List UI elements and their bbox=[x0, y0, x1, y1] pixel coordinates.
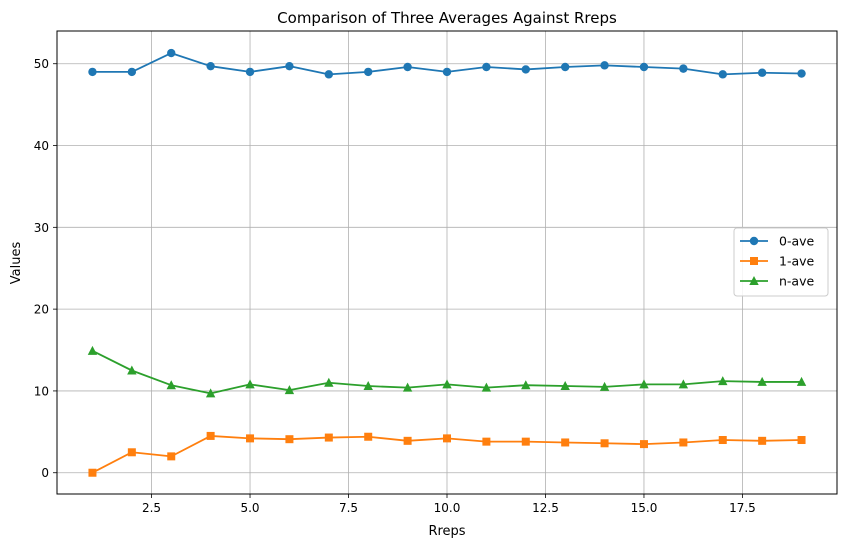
ticks: 2.5 5.0 7.5 10.0 12.5 15.0 17.5 0 10 20 30 40 50 bbox=[34, 57, 756, 515]
data-point-1-ave bbox=[679, 438, 688, 447]
y-tick-label: 40 bbox=[34, 139, 49, 153]
data-point-0-ave bbox=[245, 67, 255, 77]
legend-marker-1-ave bbox=[750, 257, 758, 265]
data-point-0-ave bbox=[324, 70, 334, 79]
data-point-1-ave bbox=[797, 436, 806, 445]
data-point-n-ave bbox=[560, 381, 570, 391]
data-point-1-ave bbox=[88, 468, 97, 477]
data-point-n-ave bbox=[718, 376, 728, 386]
data-point-1-ave bbox=[639, 440, 648, 449]
legend-marker-n-ave bbox=[749, 276, 759, 285]
data-point-n-ave bbox=[363, 381, 373, 391]
data-point-n-ave bbox=[127, 365, 137, 375]
legend-label-n-ave: n-ave bbox=[779, 274, 814, 289]
data-point-n-ave bbox=[245, 379, 255, 389]
data-point-n-ave bbox=[796, 376, 807, 386]
x-tick-label: 7.5 bbox=[339, 501, 358, 515]
data-point-n-ave bbox=[639, 379, 649, 389]
data-point-0-ave bbox=[718, 70, 727, 79]
data-point-n-ave bbox=[402, 382, 413, 392]
data-point-0-ave bbox=[403, 62, 412, 72]
data-point-0-ave bbox=[206, 61, 215, 71]
x-tick-label: 5.0 bbox=[240, 501, 259, 515]
data-point-1-ave bbox=[127, 448, 136, 457]
data-point-1-ave bbox=[285, 435, 294, 444]
y-tick-label: 50 bbox=[34, 57, 49, 71]
data-point-0-ave bbox=[167, 48, 176, 58]
data-point-1-ave bbox=[364, 432, 373, 441]
series-layer bbox=[87, 48, 807, 477]
data-point-n-ave bbox=[442, 379, 452, 389]
y-axis-label: Values bbox=[9, 242, 24, 285]
y-tick-label: 20 bbox=[34, 303, 49, 317]
y-tick-label: 0 bbox=[41, 466, 49, 480]
x-tick-label: 10.0 bbox=[434, 501, 461, 515]
data-point-1-ave bbox=[403, 436, 412, 445]
data-point-n-ave bbox=[599, 381, 610, 391]
data-point-0-ave bbox=[364, 67, 373, 77]
x-axis-label: Rreps bbox=[428, 524, 465, 539]
data-point-1-ave bbox=[246, 434, 255, 443]
data-point-1-ave bbox=[521, 437, 530, 446]
data-point-n-ave bbox=[284, 385, 295, 395]
x-tick-label: 2.5 bbox=[142, 501, 161, 515]
data-point-1-ave bbox=[561, 438, 570, 447]
data-point-0-ave bbox=[639, 62, 649, 72]
data-point-0-ave bbox=[88, 67, 97, 77]
legend-box bbox=[733, 227, 829, 297]
data-point-0-ave bbox=[600, 61, 609, 70]
data-point-1-ave bbox=[718, 436, 727, 445]
data-point-n-ave bbox=[757, 376, 767, 386]
data-point-0-ave bbox=[797, 69, 806, 78]
data-point-0-ave bbox=[127, 67, 137, 77]
data-point-n-ave bbox=[324, 377, 334, 387]
y-tick-label: 10 bbox=[34, 384, 49, 398]
y-tick-label: 30 bbox=[34, 221, 49, 235]
series-n-ave bbox=[87, 345, 807, 398]
series-1-ave bbox=[88, 431, 806, 477]
data-point-n-ave bbox=[205, 388, 216, 398]
legend-marker-0-ave bbox=[749, 236, 759, 246]
data-point-1-ave bbox=[167, 452, 176, 461]
data-point-n-ave bbox=[87, 345, 98, 355]
data-point-1-ave bbox=[600, 439, 609, 448]
data-point-0-ave bbox=[442, 67, 452, 77]
data-point-1-ave bbox=[324, 433, 333, 442]
data-point-1-ave bbox=[206, 431, 215, 440]
legend: 0-ave 1-ave n-ave bbox=[733, 227, 829, 297]
data-point-0-ave bbox=[521, 65, 530, 74]
data-point-0-ave bbox=[285, 61, 294, 71]
data-point-n-ave bbox=[481, 382, 492, 392]
chart-title: Comparison of Three Averages Against Rre… bbox=[277, 9, 617, 27]
data-point-0-ave bbox=[679, 64, 688, 73]
x-tick-label: 15.0 bbox=[631, 501, 658, 515]
series-0-ave bbox=[88, 48, 806, 79]
data-point-0-ave bbox=[560, 62, 570, 72]
x-tick-label: 12.5 bbox=[532, 501, 559, 515]
legend-label-1-ave: 1-ave bbox=[779, 254, 815, 269]
data-point-n-ave bbox=[166, 380, 176, 390]
legend-label-0-ave: 0-ave bbox=[779, 234, 815, 249]
data-point-0-ave bbox=[757, 68, 767, 77]
data-point-0-ave bbox=[482, 62, 491, 72]
data-point-1-ave bbox=[443, 434, 451, 443]
grid bbox=[57, 31, 837, 494]
data-point-1-ave bbox=[482, 437, 491, 446]
data-point-1-ave bbox=[758, 436, 767, 445]
data-point-n-ave bbox=[678, 379, 689, 389]
data-point-n-ave bbox=[521, 380, 531, 390]
x-tick-label: 17.5 bbox=[729, 501, 756, 515]
